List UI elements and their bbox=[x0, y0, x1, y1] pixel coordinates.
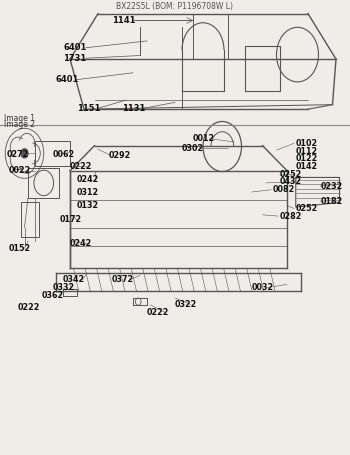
Circle shape bbox=[21, 149, 28, 158]
Text: 0362: 0362 bbox=[42, 291, 64, 300]
Text: 0152: 0152 bbox=[9, 244, 31, 253]
Text: 0082: 0082 bbox=[273, 185, 295, 194]
Text: 0012: 0012 bbox=[193, 134, 215, 143]
Text: 0312: 0312 bbox=[77, 188, 99, 197]
Text: 0122: 0122 bbox=[296, 154, 318, 163]
Text: 0272: 0272 bbox=[7, 150, 29, 159]
Bar bbox=[245, 46, 280, 91]
Text: 0222: 0222 bbox=[70, 162, 92, 172]
Text: 0242: 0242 bbox=[70, 239, 92, 248]
Text: 0222: 0222 bbox=[147, 308, 169, 317]
Text: 0222: 0222 bbox=[18, 303, 40, 312]
Text: 1131: 1131 bbox=[122, 104, 146, 113]
Bar bbox=[28, 168, 60, 198]
Text: 6401: 6401 bbox=[56, 75, 79, 84]
Text: 0332: 0332 bbox=[52, 283, 75, 292]
Text: 0342: 0342 bbox=[63, 275, 85, 284]
Text: 0172: 0172 bbox=[60, 215, 82, 224]
Text: 0242: 0242 bbox=[77, 175, 99, 184]
Bar bbox=[21, 202, 38, 237]
Text: 6401: 6401 bbox=[63, 43, 86, 52]
Text: 0292: 0292 bbox=[108, 151, 131, 160]
Text: 0102: 0102 bbox=[296, 139, 318, 148]
Text: 0032: 0032 bbox=[252, 283, 274, 292]
Text: 0282: 0282 bbox=[280, 212, 302, 221]
Text: 1141: 1141 bbox=[112, 16, 135, 25]
Text: Image 2: Image 2 bbox=[4, 120, 35, 129]
Text: 0372: 0372 bbox=[112, 275, 134, 284]
Text: 1151: 1151 bbox=[77, 104, 100, 113]
Text: BX22S5L (BOM: P1196708W L): BX22S5L (BOM: P1196708W L) bbox=[117, 2, 233, 11]
Text: 0252: 0252 bbox=[296, 204, 318, 213]
Text: 0232: 0232 bbox=[320, 182, 343, 191]
Text: 0142: 0142 bbox=[296, 162, 318, 171]
Text: 0302: 0302 bbox=[182, 144, 204, 153]
Text: 0132: 0132 bbox=[77, 201, 99, 210]
Text: Image 1: Image 1 bbox=[4, 114, 35, 123]
Text: 0112: 0112 bbox=[296, 147, 318, 156]
Text: 0322: 0322 bbox=[175, 300, 197, 309]
Text: 0062: 0062 bbox=[52, 150, 75, 159]
Text: 1731: 1731 bbox=[63, 54, 86, 63]
Bar bbox=[35, 141, 70, 166]
Text: 0432: 0432 bbox=[280, 177, 302, 187]
Text: 0182: 0182 bbox=[320, 197, 343, 206]
Text: 0252: 0252 bbox=[280, 170, 302, 179]
Text: 0022: 0022 bbox=[9, 166, 31, 175]
